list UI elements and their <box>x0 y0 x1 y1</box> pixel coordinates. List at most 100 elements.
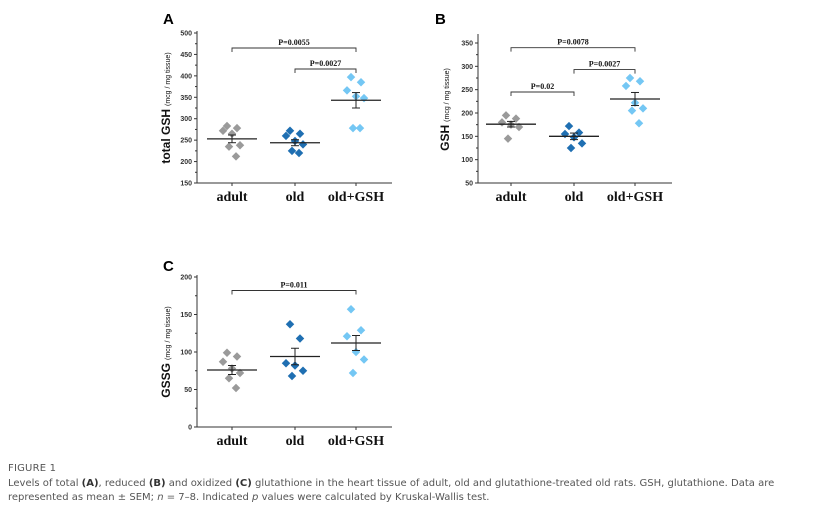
x-tick-label: old+GSH <box>328 434 384 449</box>
data-point <box>564 121 574 131</box>
data-point <box>497 118 507 127</box>
data-point <box>346 305 356 314</box>
data-point <box>285 126 295 135</box>
x-tick-label: adult <box>216 190 247 205</box>
data-point <box>290 361 300 370</box>
caption-segment: n <box>157 492 164 503</box>
y-axis-label: total GSH <box>159 109 173 164</box>
caption-segment: , reduced <box>98 478 149 489</box>
data-point <box>231 383 241 393</box>
y-tick-label: 350 <box>461 41 473 48</box>
p-value-label: P=0.011 <box>280 281 307 290</box>
caption-segment: = 7–8. Indicated <box>163 492 253 503</box>
caption-segment: and oxidized <box>165 478 236 489</box>
data-point <box>224 142 234 151</box>
y-tick-label: 350 <box>180 95 192 102</box>
y-tick-label: 300 <box>461 64 473 71</box>
data-point <box>227 129 237 138</box>
y-tick-label: 400 <box>180 73 192 80</box>
chart-panel-c: C 0 50 100 150 200 GSSG (mcg / mg tissue) adult o… <box>159 258 392 449</box>
data-point <box>298 140 308 149</box>
data-point <box>359 355 369 364</box>
data-point <box>235 141 245 150</box>
data-point <box>222 348 232 357</box>
data-point <box>348 368 358 378</box>
caption-segment: p <box>252 492 259 503</box>
p-value-label: P=0.0027 <box>589 60 620 69</box>
data-point <box>621 81 631 91</box>
data-point <box>356 78 366 87</box>
caption-segment: SEM; <box>126 492 158 503</box>
y-tick-label: 250 <box>180 138 192 145</box>
data-point <box>342 332 352 341</box>
y-tick-label: 50 <box>465 181 473 188</box>
data-point <box>634 119 644 128</box>
significance-bracket <box>231 47 357 52</box>
x-tick-label: old <box>286 190 305 205</box>
data-point <box>351 347 361 357</box>
data-point <box>295 129 305 138</box>
p-value-label: P=0.0055 <box>278 38 309 47</box>
data-point <box>285 320 295 329</box>
y-axis-title: total GSH (mcg / mg tissue) <box>159 52 173 163</box>
chart-panel-b: B 50 100 150 200 250 300 350 GSH (mcg / mg tissue… <box>435 11 672 205</box>
significance-bracket <box>573 69 636 74</box>
chart-panel-a: A 150 200 250 300 350 400 450 500 total GSH (mcg /… <box>159 11 392 205</box>
y-tick-label: 150 <box>461 134 473 141</box>
data-point <box>294 148 304 158</box>
x-tick-label: old <box>565 190 584 205</box>
significance-bracket <box>231 290 357 295</box>
figure-caption: Levels of total (A), reduced (B) and oxi… <box>8 477 808 505</box>
y-tick-label: 150 <box>180 312 192 319</box>
y-tick-label: 500 <box>180 31 192 38</box>
caption-segment: (A) <box>81 478 99 489</box>
y-axis-title: GSSG (mcg / mg tissue) <box>159 306 173 397</box>
y-axis-label: GSSG <box>159 363 173 398</box>
x-tick-label: adult <box>495 190 526 205</box>
data-point <box>355 123 365 133</box>
data-point <box>566 143 576 153</box>
y-tick-label: 150 <box>180 181 192 188</box>
p-value-label: P=0.0027 <box>310 59 341 68</box>
y-tick-label: 200 <box>180 275 192 282</box>
data-point <box>287 371 297 381</box>
panel-letter: B <box>435 11 446 28</box>
y-axis-label: GSH <box>438 125 452 151</box>
significance-bracket <box>510 47 636 52</box>
panel-letter: C <box>163 258 174 275</box>
y-tick-label: 50 <box>184 387 192 394</box>
data-point <box>359 93 369 103</box>
caption-segment: (C) <box>235 478 252 489</box>
data-point <box>503 134 513 143</box>
data-point <box>577 139 587 148</box>
data-point <box>232 352 242 361</box>
data-point <box>635 77 645 86</box>
caption-segment: values were calculated by Kruskal-Wallis… <box>258 492 490 503</box>
data-point <box>625 73 635 83</box>
y-tick-label: 0 <box>188 425 192 432</box>
data-point <box>287 146 297 156</box>
data-point <box>235 368 245 378</box>
data-point <box>627 106 637 115</box>
data-point <box>342 86 352 95</box>
significance-bracket <box>510 91 575 96</box>
x-tick-label: old+GSH <box>328 190 384 205</box>
data-point <box>295 334 305 343</box>
data-point <box>281 359 291 368</box>
caption-segment: Levels of total <box>8 478 82 489</box>
y-tick-label: 200 <box>180 159 192 166</box>
y-axis-unit: (mcg / mg tissue) <box>444 68 451 122</box>
data-point <box>638 104 648 113</box>
data-point <box>298 366 308 375</box>
significance-bracket <box>294 68 357 73</box>
caption-segment: ± <box>117 492 127 503</box>
caption-segment: (B) <box>148 478 166 489</box>
p-value-label: P=0.02 <box>531 82 554 91</box>
p-value-label: P=0.0078 <box>557 38 588 47</box>
data-point <box>501 111 511 120</box>
data-point <box>224 374 234 383</box>
figure-title: FIGURE 1 <box>8 463 57 474</box>
y-axis-unit: (mcg / mg tissue) <box>165 306 172 360</box>
data-point <box>218 357 228 366</box>
